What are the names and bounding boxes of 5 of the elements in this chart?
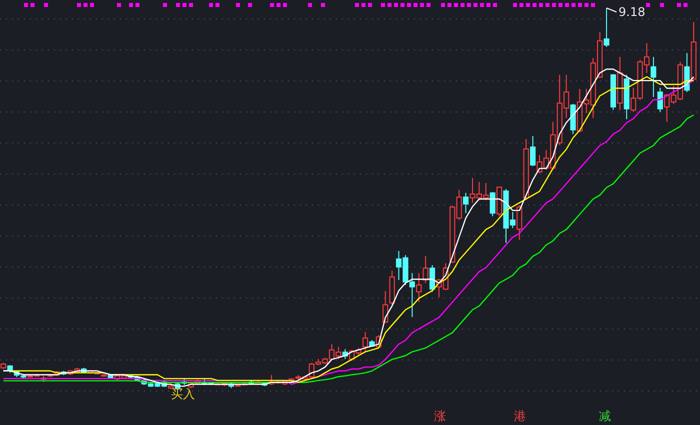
annotation: 涨: [434, 409, 446, 423]
annotation: 减: [599, 409, 611, 423]
annotation: 9.18: [618, 5, 646, 19]
annotation: 港: [514, 409, 526, 423]
annotation: 买入: [171, 387, 195, 401]
